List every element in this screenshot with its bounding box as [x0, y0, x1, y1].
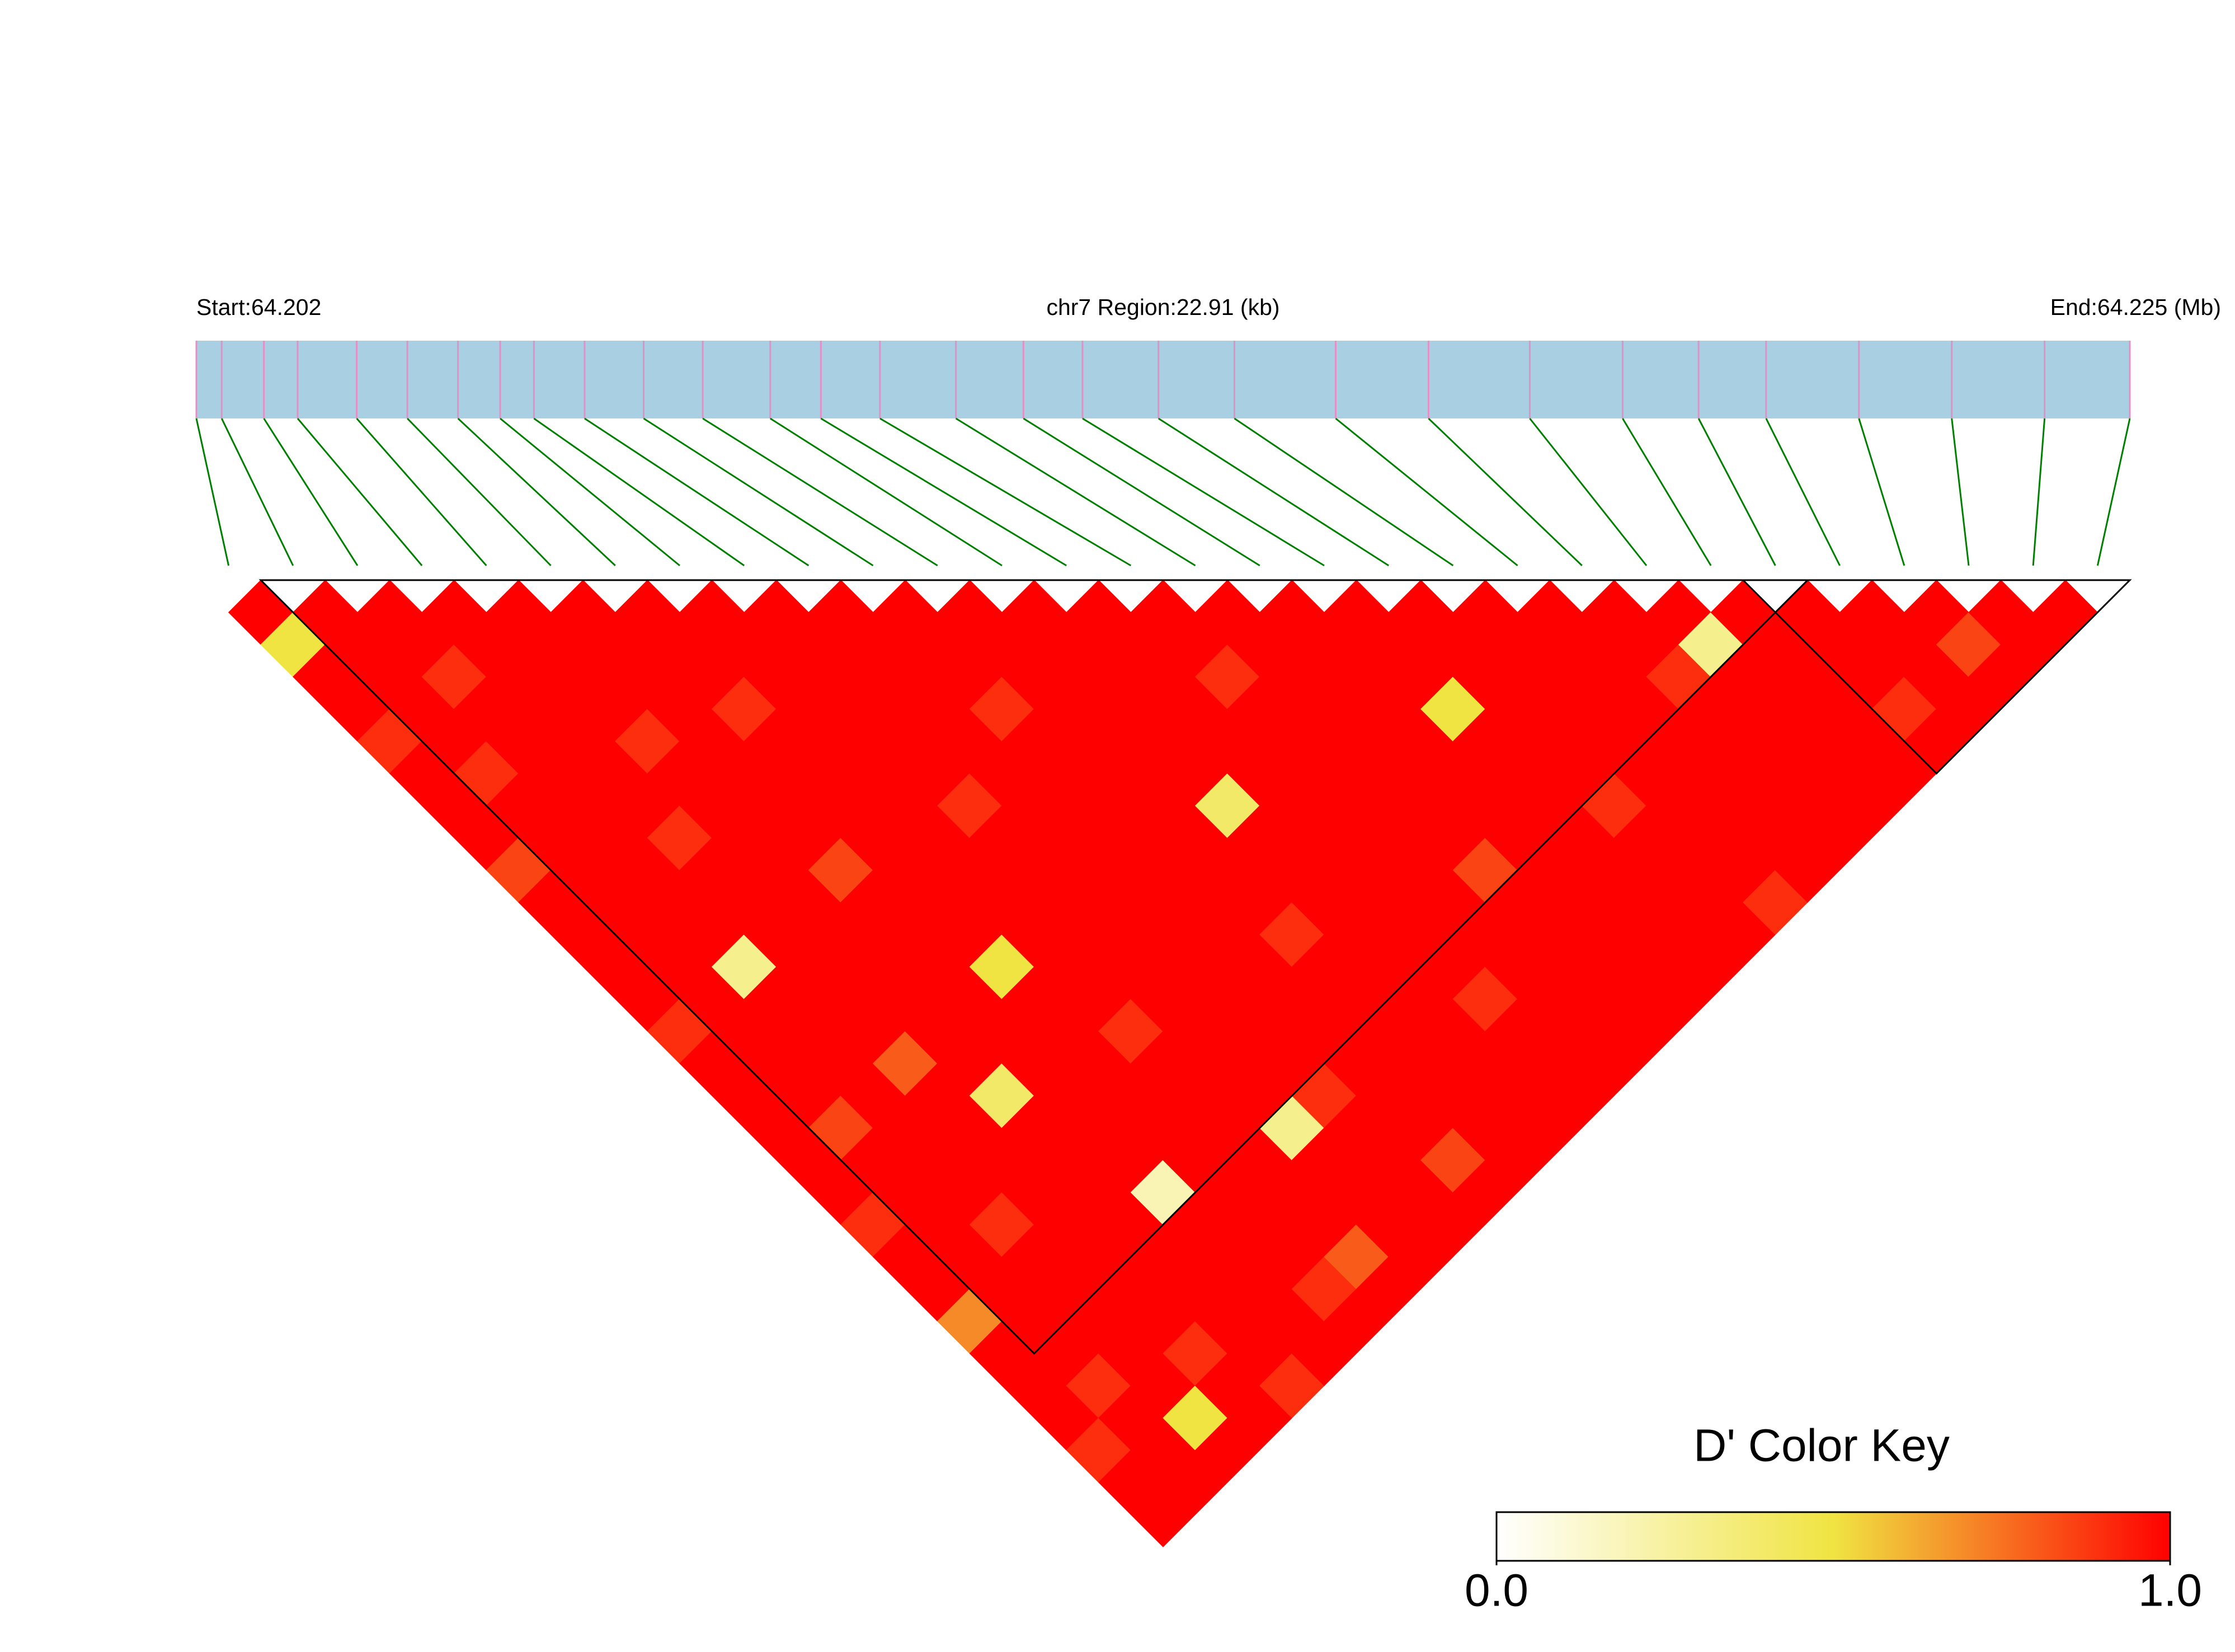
snp-connector — [584, 417, 810, 567]
snp-connector — [702, 417, 938, 567]
snp-connector — [1082, 417, 1325, 567]
colorbar — [1495, 1511, 2171, 1562]
snp-connector — [457, 417, 616, 567]
start-label: Start:64.202 — [196, 294, 321, 320]
ld-block — [258, 579, 1810, 1355]
snp-connector — [297, 418, 423, 566]
snp-connector — [1158, 417, 1390, 567]
snp-connector — [1529, 418, 1648, 566]
snp-connector — [1697, 418, 1776, 566]
snp-connector — [1428, 417, 1583, 567]
snp-connector — [356, 418, 487, 566]
snp-connector — [500, 417, 680, 567]
snp-connector — [195, 418, 230, 566]
snp-connector — [2096, 418, 2131, 566]
colorbar-tick-label: 1.0 — [2138, 1565, 2202, 1616]
ld-block — [1741, 579, 2132, 775]
snp-connector — [1234, 417, 1454, 567]
snp-connector — [220, 418, 294, 566]
snp-connector — [407, 417, 552, 567]
snp-connector — [533, 417, 745, 567]
snp-bar — [196, 341, 2130, 418]
snp-connector — [820, 417, 1067, 567]
colorbar-title: D' Color Key — [1693, 1420, 1950, 1471]
end-label: End:64.225 (Mb) — [2050, 294, 2221, 320]
snp-connector — [2032, 418, 2046, 566]
snp-connector — [1951, 418, 1970, 566]
snp-connector — [769, 417, 1003, 567]
snp-connector — [955, 417, 1196, 567]
snp-connector — [1335, 417, 1518, 567]
colorbar-tick-label: 0.0 — [1465, 1565, 1528, 1616]
snp-connector — [1622, 418, 1712, 566]
snp-connector — [1023, 417, 1260, 567]
region-label: chr7 Region:22.91 (kb) — [1046, 294, 1279, 320]
snp-connector — [1765, 418, 1841, 566]
snp-connector — [1858, 418, 1905, 566]
snp-connector — [643, 417, 874, 567]
snp-connector — [263, 418, 359, 566]
snp-connector — [879, 417, 1132, 567]
